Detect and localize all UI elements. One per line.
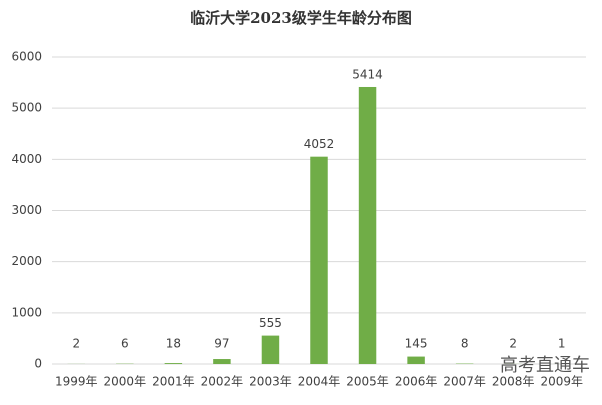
x-tick-label: 1999年	[55, 375, 98, 389]
y-tick-label: 6000	[11, 50, 42, 64]
data-label: 2	[509, 337, 517, 351]
data-label: 2	[72, 337, 80, 351]
x-tick-label: 2004年	[298, 375, 341, 389]
watermark: 高考直通车	[500, 355, 590, 376]
y-tick-label: 1000	[11, 305, 42, 319]
x-tick-label: 2003年	[249, 375, 292, 389]
x-tick-label: 2007年	[443, 375, 486, 389]
data-label: 1	[558, 337, 566, 351]
x-tick-label: 2006年	[395, 375, 438, 389]
data-label: 4052	[304, 137, 335, 151]
bar	[164, 363, 183, 364]
x-tick-label: 2008年	[492, 375, 535, 389]
y-tick-label: 4000	[11, 152, 42, 166]
bar	[261, 335, 280, 364]
data-label: 97	[214, 337, 229, 351]
y-tick-label: 5000	[11, 101, 42, 115]
x-tick-label: 2009年	[540, 375, 583, 389]
bar	[213, 359, 231, 364]
data-label: 145	[405, 337, 428, 351]
y-tick-label: 2000	[11, 254, 42, 268]
data-label: 6	[121, 337, 129, 351]
bar	[310, 156, 328, 364]
data-label: 18	[166, 337, 181, 351]
y-tick-label: 0	[34, 357, 42, 371]
x-tick-label: 2005年	[346, 375, 389, 389]
bar	[358, 86, 377, 364]
x-tick-label: 2002年	[201, 375, 244, 389]
data-label: 555	[259, 316, 282, 330]
y-tick-label: 3000	[11, 203, 42, 217]
data-label: 5414	[352, 67, 383, 81]
bar	[407, 356, 425, 364]
data-label: 8	[461, 337, 469, 351]
chart-title: 临沂大学2023级学生年龄分布图	[190, 9, 412, 27]
x-tick-label: 2000年	[104, 375, 147, 389]
x-tick-label: 2001年	[152, 375, 195, 389]
